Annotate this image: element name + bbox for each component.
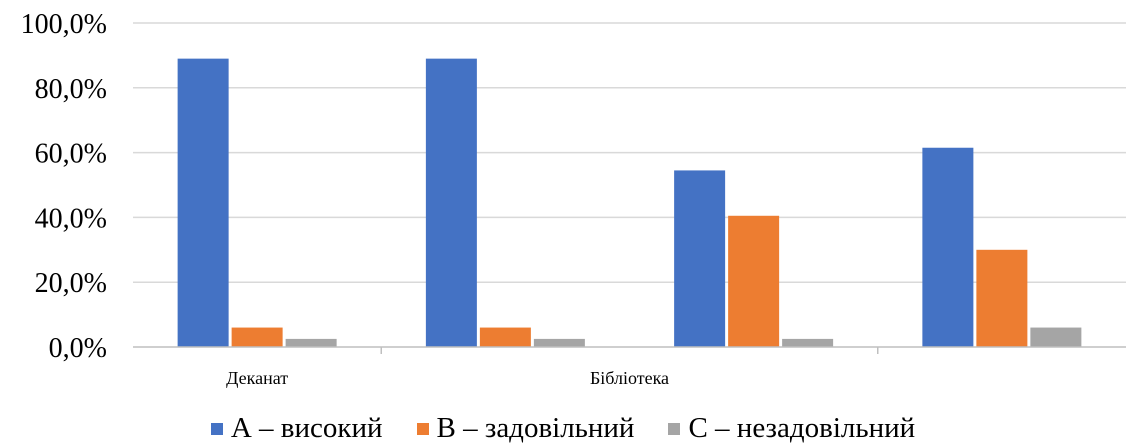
legend-swatch-a xyxy=(210,422,223,435)
y-axis-ticks: 0,0% 20,0% 40,0% 60,0% 80,0% 100,0% xyxy=(21,9,107,364)
x-axis: Деканат Бібліотека xyxy=(133,346,1126,388)
legend-label-c: С – незадовільний xyxy=(688,412,916,444)
bars xyxy=(177,58,1082,347)
legend-item-b: В – задовільний xyxy=(416,412,635,445)
bar xyxy=(231,327,283,347)
legend-item-a: А – високий xyxy=(210,412,383,445)
x-category-label: Бібліотека xyxy=(590,368,669,388)
y-tick-label: 40,0% xyxy=(35,203,107,234)
bar xyxy=(922,147,974,347)
bar xyxy=(177,58,229,347)
legend: А – високий В – задовільний С – незадові… xyxy=(0,410,1126,447)
bar xyxy=(674,170,726,347)
bar xyxy=(728,215,780,347)
bar xyxy=(782,338,834,347)
legend-swatch-c xyxy=(668,422,681,435)
gridlines xyxy=(133,22,1126,283)
legend-label-b: В – задовільний xyxy=(436,412,635,444)
bar xyxy=(285,338,337,347)
bar-chart: 0,0% 20,0% 40,0% 60,0% 80,0% 100,0% Деканат Бі… xyxy=(21,9,1126,388)
y-tick-label: 60,0% xyxy=(35,139,107,170)
y-tick-label: 20,0% xyxy=(35,268,107,299)
bar xyxy=(976,249,1028,347)
bar xyxy=(1030,327,1082,347)
legend-swatch-b xyxy=(416,422,429,435)
bar xyxy=(533,338,585,347)
bar xyxy=(479,327,531,347)
x-category-label: Деканат xyxy=(226,368,288,388)
legend-label-a: А – високий xyxy=(230,412,383,444)
bar xyxy=(425,58,477,347)
y-tick-label: 80,0% xyxy=(35,74,107,105)
legend-item-c: С – незадовільний xyxy=(668,412,915,445)
y-tick-label: 100,0% xyxy=(21,9,107,40)
y-tick-label: 0,0% xyxy=(49,333,107,364)
